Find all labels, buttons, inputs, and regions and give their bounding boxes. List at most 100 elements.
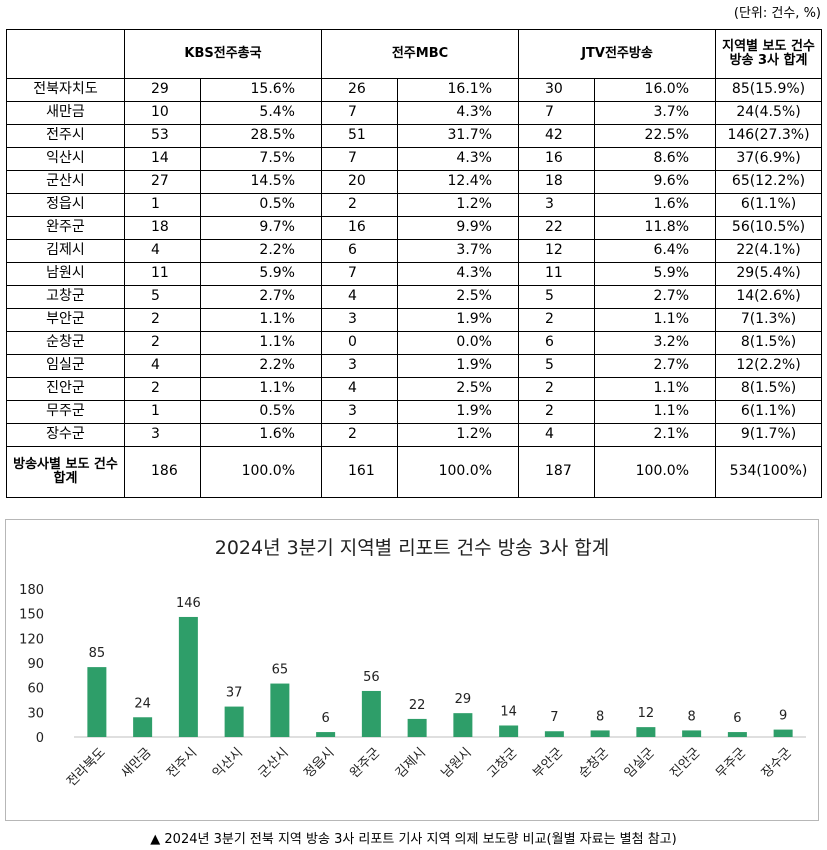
cell-sum: 12(2.2%) [715,354,823,378]
table-row: 정읍시 1 0.5% 2 1.2% 3 1.6% 6(1.1%) [6,193,823,217]
table-row: 고창군 5 2.7% 4 2.5% 5 2.7% 14(2.6%) [6,285,823,309]
bar [407,718,427,737]
cell-mbc-pct: 12.4% [397,170,519,194]
data-label: 8 [687,709,695,724]
cell-jtv: 5 [518,354,595,378]
table-row: 무주군 1 0.5% 3 1.9% 2 1.1% 6(1.1%) [6,400,823,424]
cell-kbs: 1 [124,193,201,217]
data-label: 14 [500,704,517,719]
total-sum: 534(100%) [715,446,823,498]
cell-jtv: 2 [518,400,595,424]
cell-jtv: 5 [518,285,595,309]
cell-jtv-pct: 1.1% [593,308,717,332]
chart-panel: 2024년 3분기 지역별 리포트 건수 방송 3사 합계 0 30 60 90 120… [5,519,819,821]
bar [270,683,290,737]
cell-region: 장수군 [6,423,125,447]
cell-jtv-pct: 1.1% [593,400,717,424]
cell-jtv: 2 [518,308,595,332]
cell-region: 새만금 [6,101,125,125]
cell-kbs: 3 [124,423,201,447]
total-jtv-pct: 100.0% [593,446,717,498]
regional-report-table: KBS전주총국 전주MBC JTV전주방송 지역별 보도 건수 방송 3사 합계… [6,29,823,498]
cell-jtv: 4 [518,423,595,447]
cell-mbc-pct: 2.5% [397,377,519,401]
cell-kbs: 11 [124,262,201,286]
cell-kbs-pct: 1.1% [200,308,322,332]
cell-kbs-pct: 5.4% [200,101,322,125]
cell-sum: 14(2.6%) [715,285,823,309]
cell-kbs: 18 [124,216,201,240]
x-tick-label: 부안군 [530,745,566,781]
cell-sum: 24(4.5%) [715,101,823,125]
cell-jtv-pct: 2.7% [593,285,717,309]
cell-sum: 6(1.1%) [715,400,823,424]
data-label: 65 [272,663,289,678]
cell-kbs: 29 [124,78,201,102]
x-tick-label: 무주군 [713,745,749,781]
cell-kbs-pct: 28.5% [200,124,322,148]
cell-region: 임실군 [6,354,125,378]
cell-mbc: 7 [321,101,398,125]
cell-region: 정읍시 [6,193,125,217]
cell-mbc: 16 [321,216,398,240]
bar [727,732,747,737]
data-label: 146 [176,596,201,611]
unit-label: (단위: 건수, %) [733,6,821,21]
cell-kbs: 2 [124,308,201,332]
x-tick-label: 군산시 [256,745,292,781]
bar [544,731,564,737]
cell-jtv-pct: 22.5% [593,124,717,148]
x-tick-label: 전주시 [164,745,200,781]
table-total-row: 방송사별 보도 건수 합계 186 100.0% 161 100.0% 187 100.0%… [6,446,823,498]
bar [361,690,381,737]
data-label: 6 [733,711,741,726]
cell-kbs-pct: 0.5% [200,400,322,424]
x-tick-label: 진안군 [667,745,703,781]
cell-sum: 65(12.2%) [715,170,823,194]
cell-jtv: 6 [518,331,595,355]
cell-jtv-pct: 2.1% [593,423,717,447]
cell-mbc-pct: 9.9% [397,216,519,240]
cell-kbs-pct: 7.5% [200,147,322,171]
cell-jtv: 42 [518,124,595,148]
table-row: 군산시 27 14.5% 20 12.4% 18 9.6% 65(12.2%) [6,170,823,194]
cell-mbc-pct: 16.1% [397,78,519,102]
cell-jtv-pct: 1.1% [593,377,717,401]
cell-jtv: 18 [518,170,595,194]
y-tick-label: 120 [19,632,44,647]
cell-kbs: 10 [124,101,201,125]
cell-jtv-pct: 16.0% [593,78,717,102]
cell-region: 전주시 [6,124,125,148]
table-row: 순창군 2 1.1% 0 0.0% 6 3.2% 8(1.5%) [6,331,823,355]
cell-kbs: 5 [124,285,201,309]
cell-kbs-pct: 2.7% [200,285,322,309]
cell-mbc: 26 [321,78,398,102]
cell-sum: 37(6.9%) [715,147,823,171]
table-row: 장수군 3 1.6% 2 1.2% 4 2.1% 9(1.7%) [6,423,823,447]
cell-region: 김제시 [6,239,125,263]
cell-jtv-pct: 2.7% [593,354,717,378]
bar-chart: 2024년 3분기 지역별 리포트 건수 방송 3사 합계 0 30 60 90 120… [19,537,806,790]
y-tick-label: 60 [27,682,44,697]
bar [773,729,793,737]
x-tick-label: 임실군 [622,745,658,781]
cell-kbs-pct: 14.5% [200,170,322,194]
cell-mbc: 3 [321,308,398,332]
cell-kbs-pct: 9.7% [200,216,322,240]
cell-jtv-pct: 1.6% [593,193,717,217]
cell-sum: 56(10.5%) [715,216,823,240]
bar [453,713,473,737]
cell-jtv-pct: 5.9% [593,262,717,286]
bar [316,732,336,737]
total-mbc: 161 [321,446,398,498]
data-label: 12 [638,706,655,721]
bar [178,616,198,737]
cell-kbs: 27 [124,170,201,194]
cell-jtv: 3 [518,193,595,217]
cell-mbc: 3 [321,400,398,424]
cell-region: 전북자치도 [6,78,125,102]
table-row: 김제시 4 2.2% 6 3.7% 12 6.4% 22(4.1%) [6,239,823,263]
header-sum: 지역별 보도 건수 방송 3사 합계 [715,29,823,79]
y-tick-label: 30 [27,706,44,721]
bar [133,717,153,737]
